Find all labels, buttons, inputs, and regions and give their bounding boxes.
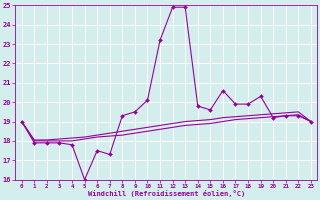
X-axis label: Windchill (Refroidissement éolien,°C): Windchill (Refroidissement éolien,°C) xyxy=(88,190,245,197)
